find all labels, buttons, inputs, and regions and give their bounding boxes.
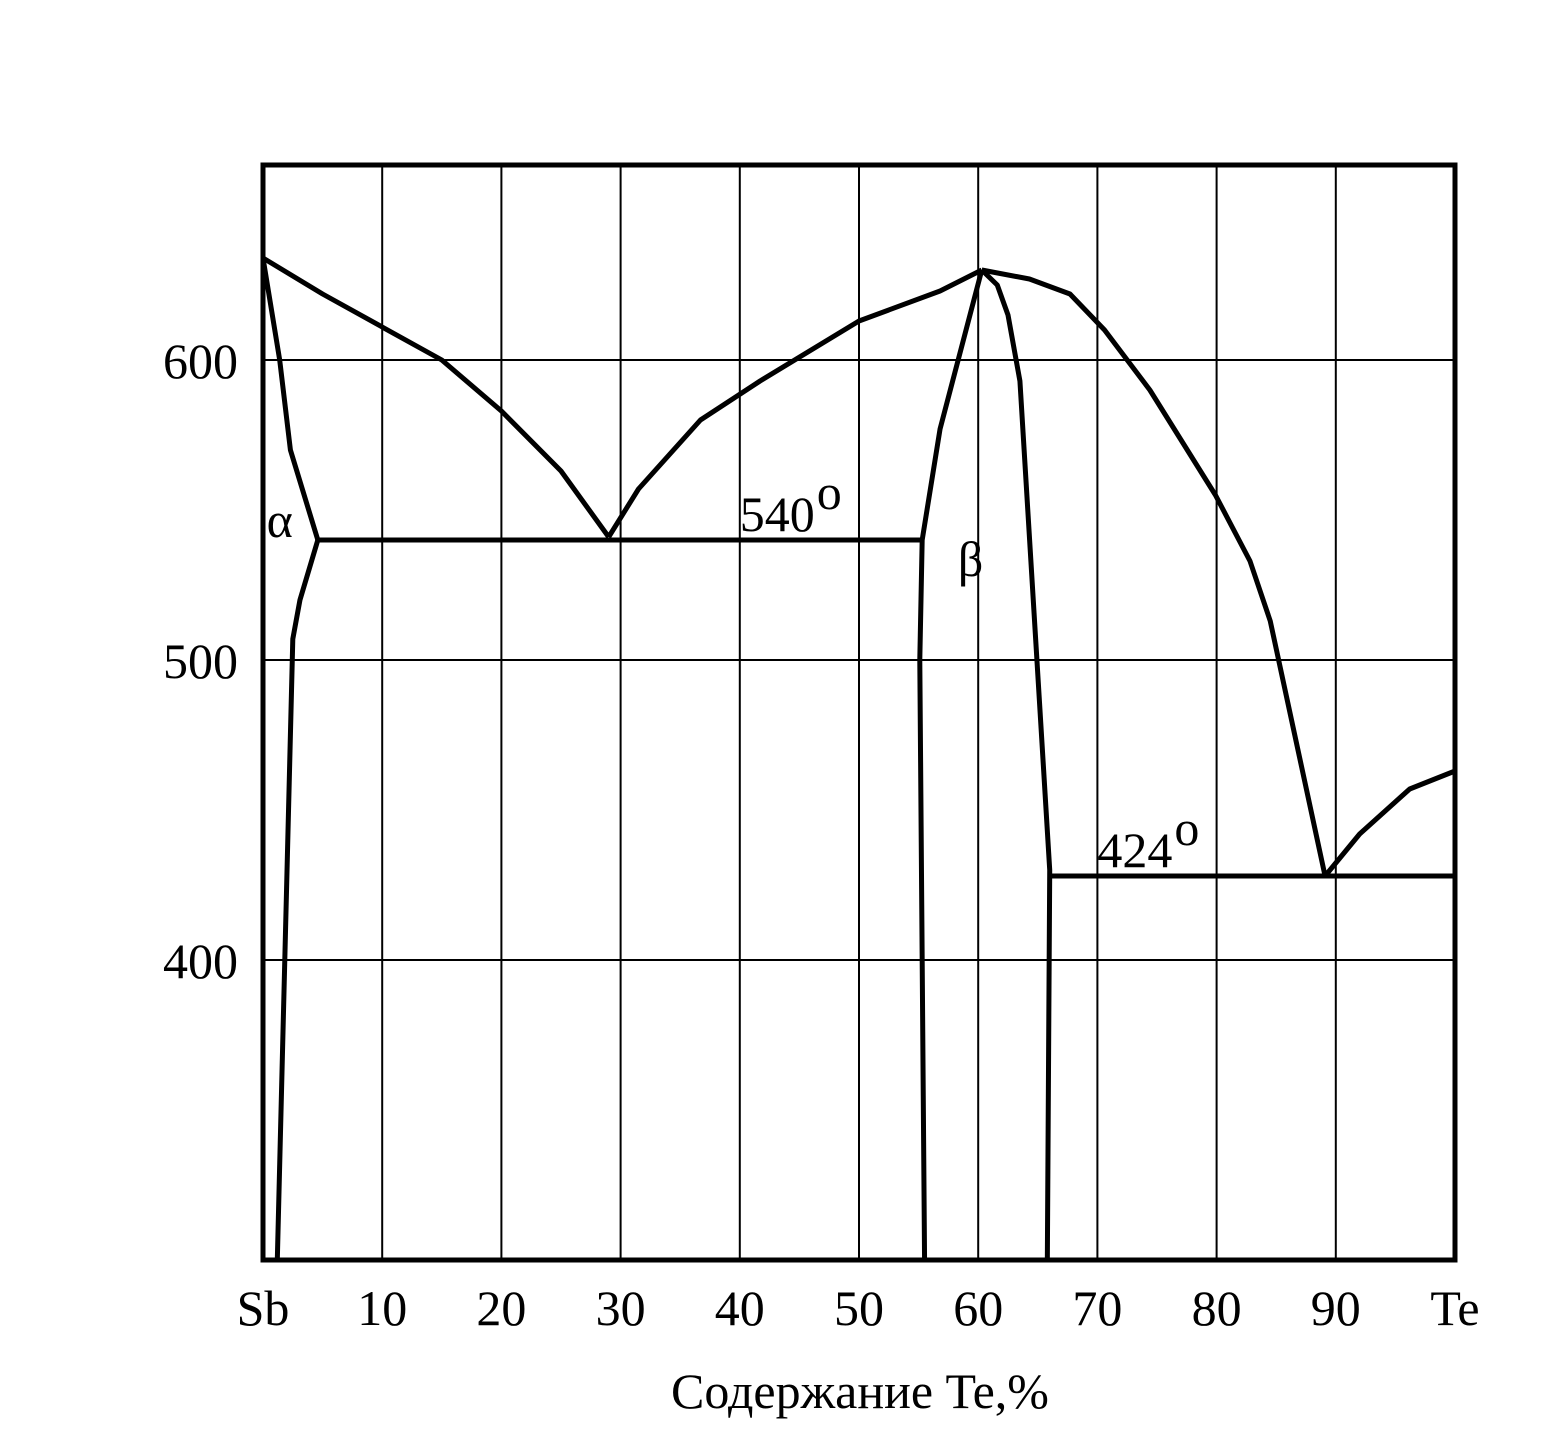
x-tick-label: 20 [476, 1280, 526, 1336]
x-axis-label: Содержание Te,% [671, 1363, 1049, 1419]
phase-curve [261, 255, 611, 539]
phase-curve [917, 269, 985, 1261]
annotation: α [267, 492, 293, 548]
x-tick-label: Sb [237, 1280, 290, 1336]
y-tick-label: 500 [163, 633, 238, 689]
annotation-degree: o [1174, 800, 1199, 856]
x-tick-label: 30 [596, 1280, 646, 1336]
annotation: 540 [740, 486, 815, 542]
plot-frame [260, 162, 1458, 1263]
y-tick-label: 400 [163, 933, 238, 989]
x-tick-label: 60 [953, 1280, 1003, 1336]
x-tick-label: 10 [357, 1280, 407, 1336]
phase-curve [606, 267, 983, 539]
phase-curve [1323, 768, 1456, 878]
phase-curve [274, 539, 321, 1261]
x-tick-label: 90 [1311, 1280, 1361, 1336]
x-tick-label: Te [1430, 1280, 1479, 1336]
x-tick-label: 80 [1192, 1280, 1242, 1336]
phase-curve [980, 268, 1053, 1261]
x-tick-label: 70 [1072, 1280, 1122, 1336]
x-tick-label: 40 [715, 1280, 765, 1336]
annotation-degree: o [817, 464, 842, 520]
y-tick-label: 600 [163, 333, 238, 389]
annotation: β [958, 531, 983, 587]
x-tick-label: 50 [834, 1280, 884, 1336]
phase-curve [260, 257, 321, 541]
annotation: 424 [1097, 822, 1172, 878]
phase-curve [981, 267, 1328, 877]
